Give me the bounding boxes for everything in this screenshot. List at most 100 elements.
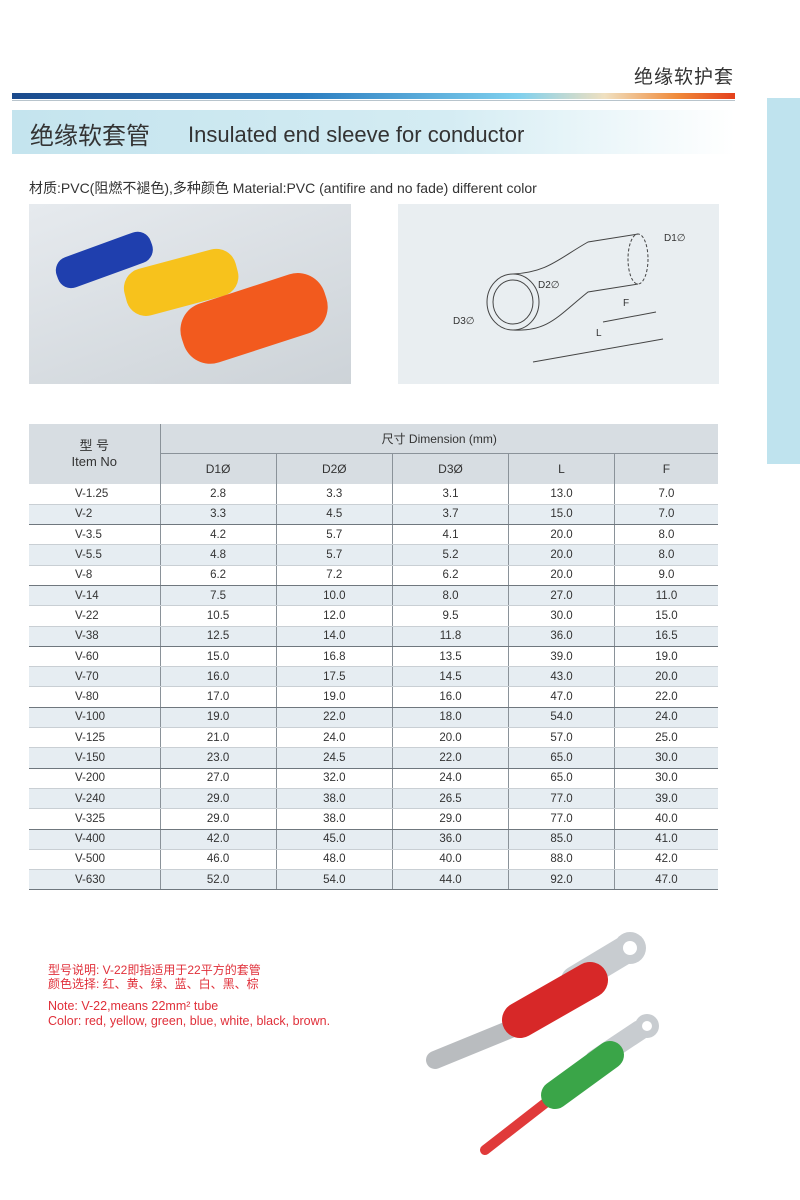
value-cell: 23.0 xyxy=(159,747,277,769)
value-cell: 20.0 xyxy=(508,524,615,546)
value-cell: 57.0 xyxy=(508,727,615,749)
value-cell: 3.7 xyxy=(391,504,509,526)
value-cell: 52.0 xyxy=(159,869,277,891)
value-cell: 4.8 xyxy=(159,544,277,566)
value-cell: 26.5 xyxy=(391,788,509,810)
value-cell: 14.5 xyxy=(391,666,509,688)
d3-label: D3∅ xyxy=(453,316,475,327)
value-cell: 21.0 xyxy=(159,727,277,749)
value-cell: 2.8 xyxy=(159,484,277,505)
dimension-header: 尺寸 Dimension (mm) xyxy=(159,424,718,454)
item-header-cn: 型 号 xyxy=(79,438,110,453)
terminal-product-photo xyxy=(425,920,725,1170)
column-header: D1Ø xyxy=(159,453,277,484)
value-cell: 25.0 xyxy=(613,727,718,749)
value-cell: 9.5 xyxy=(391,605,509,627)
value-cell: 43.0 xyxy=(508,666,615,688)
table-row: V-22 10.5 12.0 9.5 30.0 15.0 xyxy=(29,605,718,627)
item-cell: V-500 xyxy=(29,849,160,871)
value-cell: 36.0 xyxy=(391,829,509,850)
value-cell: 65.0 xyxy=(508,747,615,769)
side-tab xyxy=(767,98,800,464)
value-cell: 24.0 xyxy=(613,707,718,729)
value-cell: 30.0 xyxy=(613,747,718,769)
value-cell: 24.0 xyxy=(391,768,509,789)
value-cell: 20.0 xyxy=(508,565,615,586)
value-cell: 29.0 xyxy=(159,788,277,810)
value-cell: 42.0 xyxy=(159,829,277,850)
item-cell: V-630 xyxy=(29,869,160,891)
table-row: V-3.5 4.2 5.7 4.1 20.0 8.0 xyxy=(29,524,718,546)
value-cell: 22.0 xyxy=(391,747,509,769)
d2-label: D2∅ xyxy=(538,280,560,291)
value-cell: 10.5 xyxy=(159,605,277,627)
item-cell: V-60 xyxy=(29,646,160,668)
value-cell: 8.0 xyxy=(613,524,718,546)
value-cell: 4.1 xyxy=(391,524,509,546)
item-cell: V-125 xyxy=(29,727,160,749)
value-cell: 38.0 xyxy=(275,808,393,830)
value-cell: 30.0 xyxy=(508,605,615,627)
table-row: V-125 21.0 24.0 20.0 57.0 25.0 xyxy=(29,727,718,749)
value-cell: 27.0 xyxy=(159,768,277,789)
value-cell: 36.0 xyxy=(508,626,615,647)
item-cell: V-3.5 xyxy=(29,524,160,546)
value-cell: 4.5 xyxy=(275,504,393,526)
table-row: V-150 23.0 24.5 22.0 65.0 30.0 xyxy=(29,747,718,769)
dimension-table: 型 号 Item No 尺寸 Dimension (mm) D1Ø D2Ø D3Ø L… xyxy=(29,424,718,891)
table-row: V-14 7.5 10.0 8.0 27.0 11.0 xyxy=(29,585,718,607)
item-cell: V-325 xyxy=(29,808,160,830)
table-row: V-38 12.5 14.0 11.8 36.0 16.5 xyxy=(29,626,718,647)
table-row: V-1.25 2.8 3.3 3.1 13.0 7.0 xyxy=(29,484,718,505)
value-cell: 39.0 xyxy=(508,646,615,668)
item-header: 型 号 Item No xyxy=(29,424,160,484)
value-cell: 77.0 xyxy=(508,788,615,810)
value-cell: 38.0 xyxy=(275,788,393,810)
note-cn-model: 型号说明: V-22即指适用于22平方的套管 xyxy=(48,963,261,977)
value-cell: 19.0 xyxy=(159,707,277,729)
table-row: V-200 27.0 32.0 24.0 65.0 30.0 xyxy=(29,768,718,789)
column-header: D2Ø xyxy=(275,453,393,484)
page-title-en: Insulated end sleeve for conductor xyxy=(188,122,525,147)
value-cell: 20.0 xyxy=(391,727,509,749)
table-row: V-100 19.0 22.0 18.0 54.0 24.0 xyxy=(29,707,718,729)
value-cell: 18.0 xyxy=(391,707,509,729)
value-cell: 20.0 xyxy=(508,544,615,566)
value-cell: 19.0 xyxy=(275,686,393,708)
value-cell: 12.0 xyxy=(275,605,393,627)
table-row: V-630 52.0 54.0 44.0 92.0 47.0 xyxy=(29,869,718,891)
value-cell: 8.0 xyxy=(613,544,718,566)
value-cell: 30.0 xyxy=(613,768,718,789)
table-row: V-2 3.3 4.5 3.7 15.0 7.0 xyxy=(29,504,718,526)
sleeve-product-photo xyxy=(29,204,351,384)
value-cell: 7.0 xyxy=(613,484,718,505)
value-cell: 32.0 xyxy=(275,768,393,789)
value-cell: 42.0 xyxy=(613,849,718,871)
table-row: V-400 42.0 45.0 36.0 85.0 41.0 xyxy=(29,829,718,850)
sleeves-illustration xyxy=(55,231,328,364)
note-cn-color: 颜色选择: 红、黄、绿、蓝、白、黑、棕 xyxy=(48,977,259,991)
column-header: D3Ø xyxy=(391,453,509,484)
value-cell: 8.0 xyxy=(391,585,509,607)
value-cell: 16.8 xyxy=(275,646,393,668)
value-cell: 40.0 xyxy=(391,849,509,871)
d1-label: D1∅ xyxy=(664,233,686,244)
table-row: V-325 29.0 38.0 29.0 77.0 40.0 xyxy=(29,808,718,830)
value-cell: 39.0 xyxy=(613,788,718,810)
note-en-color: Color: red, yellow, green, blue, white, … xyxy=(48,1014,331,1028)
item-cell: V-2 xyxy=(29,504,160,526)
category-title: 绝缘软护套 xyxy=(633,66,734,88)
value-cell: 10.0 xyxy=(275,585,393,607)
item-cell: V-8 xyxy=(29,565,160,586)
table-row: V-5.5 4.8 5.7 5.2 20.0 8.0 xyxy=(29,544,718,566)
item-cell: V-22 xyxy=(29,605,160,627)
value-cell: 4.2 xyxy=(159,524,277,546)
gradient-divider xyxy=(12,93,735,99)
value-cell: 7.2 xyxy=(275,565,393,586)
note-en-model: Note: V-22,means 22mm² tube xyxy=(48,999,219,1013)
value-cell: 41.0 xyxy=(613,829,718,850)
value-cell: 6.2 xyxy=(391,565,509,586)
value-cell: 65.0 xyxy=(508,768,615,789)
value-cell: 54.0 xyxy=(275,869,393,891)
divider-line xyxy=(12,100,735,101)
